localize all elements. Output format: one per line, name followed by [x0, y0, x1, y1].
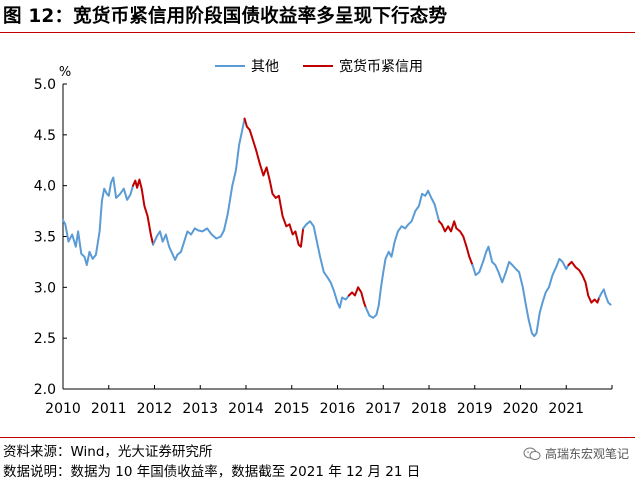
watermark-text: 高瑞东宏观笔记	[544, 447, 629, 461]
x-tick-label: 2011	[91, 401, 127, 417]
x-tick-label: 2018	[411, 401, 447, 417]
x-tick-label: 2014	[228, 401, 264, 417]
y-tick-label: 3.5	[34, 230, 56, 246]
y-tick-label: 5.0	[34, 77, 56, 93]
watermark: 高瑞东宏观笔记	[523, 445, 629, 462]
source-note: 资料来源：Wind，光大证券研究所	[3, 444, 213, 460]
legend-label: 其他	[251, 59, 279, 75]
chart-legend: 其他 宽货币紧信用	[215, 58, 423, 75]
series-line-other	[471, 245, 570, 338]
series-line-other	[62, 176, 134, 266]
y-tick-label: 3.0	[34, 280, 56, 296]
y-tick-label: 4.5	[34, 128, 56, 144]
series-line-other	[364, 189, 441, 319]
legend-label: 宽货币紧信用	[339, 58, 423, 75]
x-tick-label: 2020	[503, 401, 539, 417]
y-axis-unit: %	[59, 65, 71, 80]
series-line-loose-money-tight-credit	[438, 220, 474, 266]
chart-title: 图 12：宽货币紧信用阶段国债收益率多呈现下行态势	[3, 6, 448, 27]
y-tick-label: 4.0	[34, 179, 56, 195]
x-tick-label: 2010	[45, 401, 81, 417]
x-tick-label: 2012	[137, 401, 173, 417]
series-line-other	[598, 288, 612, 306]
series-line-loose-money-tight-credit	[132, 178, 155, 246]
x-tick-label: 2019	[457, 401, 493, 417]
chart-axes: 2.0 2.5 3.0 3.5 4.0 4.5 5.0% 2010 2011 2012 2013 20…	[34, 65, 613, 417]
y-tick-label: 2.0	[34, 382, 56, 398]
x-tick-label: 2015	[274, 401, 310, 417]
series-line-loose-money-tight-credit	[243, 117, 305, 248]
chart-series	[62, 117, 612, 338]
wechat-icon	[523, 447, 541, 461]
x-tick-label: 2017	[365, 401, 401, 417]
y-tick-label: 2.5	[34, 331, 56, 347]
series-line-loose-money-tight-credit	[567, 260, 601, 304]
yield-line-chart: 2.0 2.5 3.0 3.5 4.0 4.5 5.0% 2010 2011 2012 2013 20…	[34, 58, 613, 417]
x-tick-label: 2016	[320, 401, 356, 417]
footer-divider	[0, 437, 635, 438]
data-note: 数据说明：数据为 10 年国债收益率，数据截至 2021 年 12 月 21 日	[3, 464, 421, 480]
series-line-other	[302, 220, 350, 309]
x-tick-label: 2021	[548, 401, 584, 417]
x-tick-label: 2013	[182, 401, 218, 417]
title-divider	[0, 32, 635, 33]
series-line-other	[152, 117, 246, 261]
series-line-loose-money-tight-credit	[347, 286, 367, 309]
